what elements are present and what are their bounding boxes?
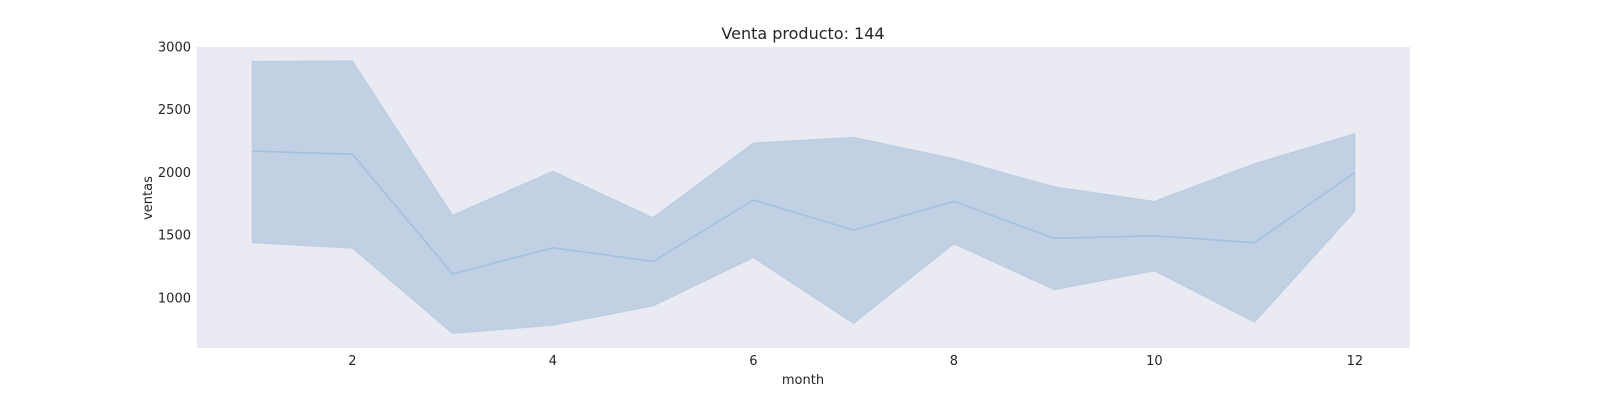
x-tick-label: 4 — [549, 354, 557, 369]
x-tick-label: 8 — [950, 354, 958, 369]
confidence-band — [251, 60, 1356, 335]
y-tick-label: 1500 — [158, 229, 191, 244]
y-tick-label: 3000 — [158, 41, 191, 56]
confidence-band-layer — [251, 60, 1356, 335]
x-axis-title: month — [782, 373, 824, 388]
y-tick-label: 2500 — [158, 103, 191, 118]
y-tick-label: 2000 — [158, 166, 191, 181]
y-tick-label: 1000 — [158, 291, 191, 306]
chart-title: Venta producto: 144 — [721, 24, 884, 43]
x-tick-label: 2 — [348, 354, 356, 369]
y-tick-labels: 1000 1500 2000 2500 3000 — [158, 41, 191, 307]
x-tick-labels: 2 4 6 8 10 12 — [348, 354, 1363, 369]
x-tick-label: 6 — [749, 354, 757, 369]
y-axis-title: ventas — [141, 176, 156, 220]
x-tick-label: 12 — [1347, 354, 1364, 369]
series-line-layer — [252, 150, 1356, 275]
series-line — [252, 150, 1356, 275]
x-tick-label: 10 — [1146, 354, 1163, 369]
